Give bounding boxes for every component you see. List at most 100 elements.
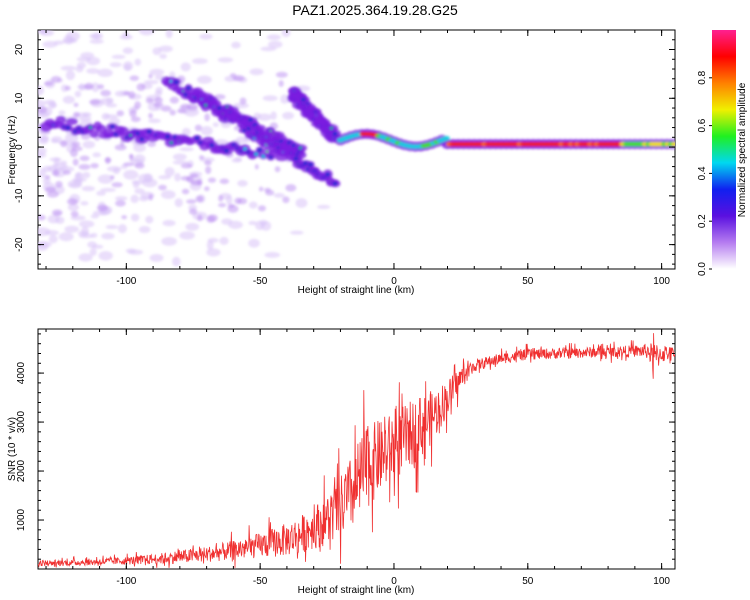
spectrogram-blob [207,177,217,183]
spectrogram-blob [164,166,175,177]
spectrogram-blob [204,104,207,107]
spectrogram-blob [90,162,99,169]
spectrogram-blob [130,194,139,204]
spectrogram-blob [96,204,109,212]
spectrogram-blob [206,248,221,257]
spectrogram-blob [82,112,92,118]
spectrogram-blob [76,56,92,62]
spectrogram-blob [89,126,92,129]
spectrogram-blob [145,97,154,104]
spectrogram-blob [82,171,91,179]
main-tone-cell [442,136,450,141]
spectrogram-blob [139,137,145,142]
spectrogram-blob [64,85,71,91]
spectrogram-blob [105,156,111,165]
spectrogram-blob [38,135,49,145]
spectrogram-blob [86,68,100,74]
colorbar-gradient [712,30,736,269]
spectrogram-blob [51,163,68,170]
spectrogram-blob [74,90,82,98]
spectrogram-blob [74,171,84,182]
spectrogram-blob [149,253,164,262]
spectrogram-blob [142,178,158,188]
spectrogram-xtick-label: 100 [653,276,670,287]
spectrogram-blob [64,225,80,233]
spectrogram-blob [55,115,66,125]
spectrogram-blob [134,188,145,195]
spectrogram-blob [101,112,110,121]
spectrogram-blob [38,99,46,109]
spectrogram-blob [199,33,213,40]
spectrogram-ytick-label: 10 [14,92,25,104]
snr-xtick-label: 100 [653,576,670,587]
spectrogram-blob [52,169,60,177]
spectrogram-blob [123,169,139,180]
spectrogram-blob [217,57,234,63]
spectrogram-blob [295,198,308,208]
spectrogram-blob [89,39,104,44]
spectrogram-blob [148,112,153,119]
spectrogram-blob [154,97,163,104]
spectrogram-blob [172,256,181,267]
spectrogram-blob [231,41,241,49]
spectrogram-blob [134,162,145,169]
spectrogram-blob [139,196,149,202]
spectrogram-blob [267,40,283,49]
spectrogram-blob [149,68,165,76]
spectrogram-heatmap [38,30,675,267]
colorbar-tick-label: 0.0 [697,262,708,276]
spectrogram-blob [289,230,304,235]
spectrogram-blob [237,180,248,187]
spectrogram-blob [299,146,302,149]
spectrogram-blob [43,81,54,86]
spectrogram-blob [77,230,89,237]
spectrogram-blob [194,124,203,132]
spectrogram-blob [78,253,93,262]
spectrogram-blob [148,73,153,79]
spectrogram-blob [218,202,227,208]
spectrogram-blob [136,83,146,91]
spectrogram-blob [224,148,230,153]
spectrogram-blob [117,126,129,135]
spectrogram-blob [139,30,155,36]
spectrogram-blob [158,45,173,53]
snr-ytick-label: 1000 [16,508,27,531]
spectrogram-blob [285,184,297,192]
spectrogram-blob [266,34,281,41]
spectrogram-blob [280,94,289,104]
spectrogram-blob [51,209,63,216]
spectrogram-blob [209,143,215,148]
spectrogram-blob [308,162,314,167]
spectrogram-blob [38,214,46,221]
spectrogram-blob [78,163,91,170]
spectrogram-blob [325,172,331,177]
spectrogram-blob [257,147,263,152]
spectrogram-blob [221,218,233,225]
spectrogram-blob [79,155,90,162]
spectrogram-blob [169,96,179,104]
spectrogram-blob [66,37,76,43]
spectrogram-blob [97,174,114,184]
spectrogram-blob [174,198,183,208]
spectrogram-blob [100,187,117,192]
spectrogram-blob [248,201,258,209]
spectrogram-blob [281,30,291,38]
spectrogram-blob [50,76,62,83]
spectrogram-blob [110,175,115,180]
spectrogram-blob [282,111,295,120]
spectrogram-blob [70,210,79,218]
spectrogram-blob [38,147,47,155]
spectrogram-blob [179,231,195,240]
spectrogram-blob [84,82,94,90]
spectrogram-blob [158,184,167,191]
spectrogram-blob [138,225,151,234]
spectrogram-blob [180,62,191,72]
spectrogram-blob [87,241,97,248]
spectrogram-blob [204,160,212,166]
spectrogram-blob [42,40,58,48]
spectrogram-blob [112,167,120,175]
spectrogram-blob [133,143,146,153]
spectrogram-blob [160,190,176,200]
spectrogram-blob [130,213,140,222]
